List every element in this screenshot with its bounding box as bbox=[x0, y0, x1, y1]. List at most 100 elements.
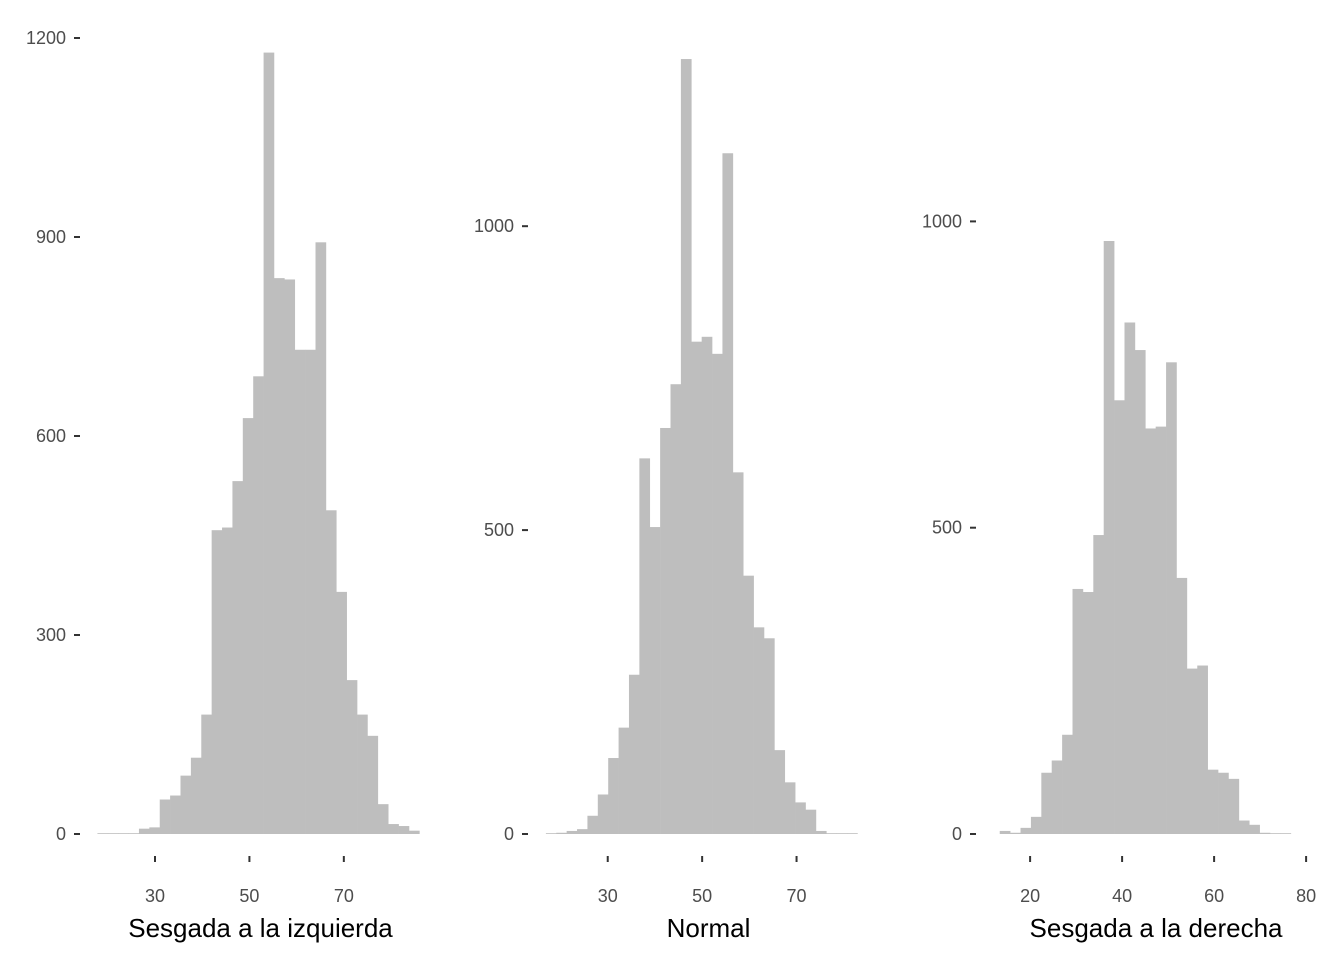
histogram-bar bbox=[97, 833, 109, 834]
bars bbox=[999, 241, 1292, 834]
y-tick-label: 500 bbox=[932, 518, 962, 538]
histogram-bar bbox=[1041, 772, 1053, 834]
x-axis-title: Sesgada a la izquierda bbox=[128, 913, 393, 943]
histogram-bar bbox=[1270, 833, 1281, 834]
histogram-bar bbox=[1145, 428, 1156, 834]
histogram-bar bbox=[1062, 734, 1073, 834]
y-tick-label: 600 bbox=[36, 426, 66, 446]
histogram-bar bbox=[608, 758, 619, 834]
histogram-bar bbox=[128, 833, 140, 834]
x-tick-label: 30 bbox=[145, 886, 165, 906]
histogram-bar bbox=[1072, 588, 1084, 834]
histogram-bar bbox=[1020, 827, 1032, 834]
x-tick-label: 70 bbox=[787, 886, 807, 906]
histogram-bar bbox=[649, 527, 661, 834]
histogram-bar bbox=[795, 802, 806, 834]
x-tick-label: 80 bbox=[1296, 886, 1316, 906]
histogram-bar bbox=[1030, 816, 1042, 834]
histogram-bar bbox=[1010, 832, 1021, 834]
y-tick-label: 1000 bbox=[922, 211, 962, 231]
bars bbox=[97, 52, 420, 834]
histogram-bar bbox=[398, 826, 410, 834]
x-axis-title: Sesgada a la derecha bbox=[1030, 913, 1284, 943]
histogram-left-skewed: 0 300 600 900 1200 30 50 70 Sesgada a la izquier… bbox=[26, 28, 420, 943]
histogram-bar bbox=[628, 674, 640, 834]
histogram-bar bbox=[1093, 535, 1104, 834]
histogram-bar bbox=[1238, 820, 1250, 834]
histogram-bar bbox=[325, 510, 337, 834]
x-axis-title: Normal bbox=[667, 913, 751, 943]
histogram-bar bbox=[1176, 577, 1188, 834]
x-tick-label: 20 bbox=[1020, 886, 1040, 906]
histogram-bar bbox=[1249, 824, 1260, 834]
y-tick-label: 500 bbox=[484, 520, 514, 540]
histogram-right-skewed: 0 500 1000 20 40 60 80 Sesgada a la derecha bbox=[922, 211, 1316, 943]
histogram-bar bbox=[639, 458, 651, 834]
histogram-bar bbox=[357, 714, 368, 834]
x-tick-label: 50 bbox=[239, 886, 259, 906]
histogram-bar bbox=[1218, 772, 1229, 834]
y-tick-label: 0 bbox=[504, 824, 514, 844]
histogram-bar bbox=[408, 830, 420, 834]
histogram-bar bbox=[284, 279, 296, 834]
x-tick-label: 30 bbox=[598, 886, 618, 906]
histogram-bar bbox=[566, 830, 578, 834]
histogram-bar bbox=[211, 530, 223, 834]
histogram-bar bbox=[774, 750, 786, 834]
histogram-bar bbox=[242, 418, 254, 834]
y-tick-label: 300 bbox=[36, 625, 66, 645]
histogram-bar bbox=[722, 153, 734, 834]
histogram-bar bbox=[190, 757, 202, 834]
histogram-bar bbox=[815, 830, 827, 834]
histogram-bar bbox=[712, 353, 723, 834]
histogram-bar bbox=[556, 832, 567, 834]
histogram-bar bbox=[1082, 592, 1094, 834]
histogram-bar bbox=[545, 833, 557, 834]
histogram-bar bbox=[784, 782, 796, 834]
histogram-bar bbox=[1228, 778, 1240, 834]
histogram-bar bbox=[138, 828, 150, 834]
histogram-bar bbox=[222, 527, 233, 834]
histogram-bar bbox=[618, 727, 630, 834]
histogram-bar bbox=[305, 349, 316, 834]
histogram-normal: 0 500 1000 30 50 70 Normal bbox=[474, 59, 858, 943]
x-tick-label: 70 bbox=[334, 886, 354, 906]
histogram-bar bbox=[367, 735, 379, 834]
histogram-bar bbox=[847, 833, 858, 834]
y-tick-label: 900 bbox=[36, 227, 66, 247]
histogram-bar bbox=[732, 472, 744, 834]
histogram-bar bbox=[680, 59, 692, 835]
histogram-bar bbox=[1134, 350, 1146, 834]
histogram-bar bbox=[753, 627, 765, 834]
histogram-bar bbox=[826, 833, 837, 834]
histogram-bar bbox=[743, 575, 754, 834]
histogram-bar bbox=[1280, 833, 1292, 834]
histogram-bar bbox=[691, 341, 702, 834]
histogram-bar bbox=[670, 384, 682, 834]
histogram-bar bbox=[263, 52, 275, 834]
histogram-bar bbox=[180, 775, 192, 834]
y-tick-label: 1000 bbox=[474, 216, 514, 236]
x-tick-label: 40 bbox=[1112, 886, 1132, 906]
histogram-bar bbox=[201, 714, 212, 834]
histogram-bar bbox=[1124, 322, 1136, 834]
histogram-bar bbox=[232, 481, 244, 834]
histogram-bar bbox=[660, 427, 671, 834]
histogram-bar bbox=[273, 278, 285, 834]
histogram-bar bbox=[377, 804, 389, 834]
histogram-bar bbox=[1259, 832, 1271, 834]
y-tick-label: 1200 bbox=[26, 28, 66, 48]
x-tick-label: 60 bbox=[1204, 886, 1224, 906]
histogram-bar bbox=[587, 815, 599, 834]
histogram-bar bbox=[1155, 426, 1167, 834]
histogram-bar bbox=[118, 833, 129, 834]
histogram-bar bbox=[346, 680, 358, 834]
histogram-bar bbox=[836, 833, 848, 834]
histogram-bar bbox=[315, 242, 327, 834]
histogram-bar bbox=[597, 794, 609, 834]
histogram-bar bbox=[577, 829, 588, 834]
histogram-bar bbox=[1166, 362, 1177, 834]
histogram-bar bbox=[1207, 769, 1219, 834]
y-tick-label: 0 bbox=[56, 824, 66, 844]
